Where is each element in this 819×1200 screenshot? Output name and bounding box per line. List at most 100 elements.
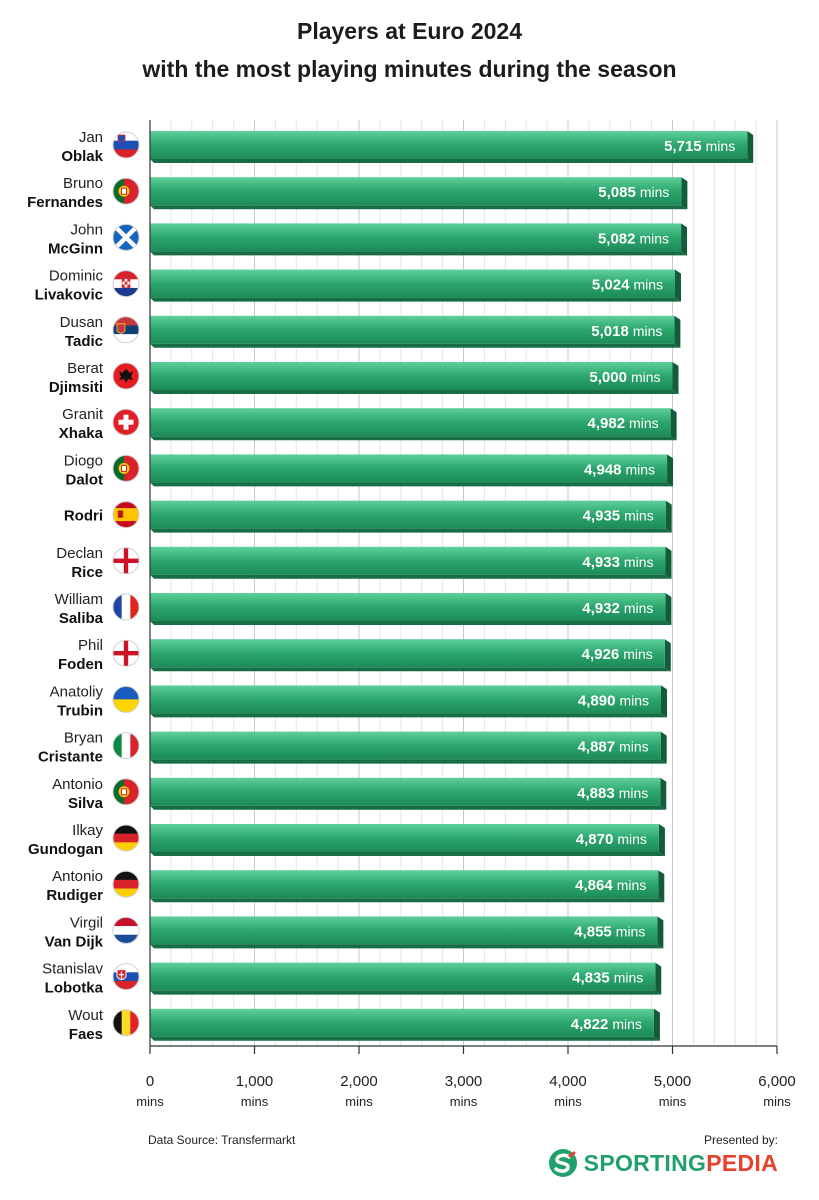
value-unit: mins xyxy=(614,970,644,986)
x-tick-label: 1,000 xyxy=(236,1073,274,1090)
value-number: 5,715 xyxy=(664,138,702,155)
flag-serbia-icon xyxy=(112,316,140,344)
flag-portugal-icon xyxy=(112,177,140,205)
bar-side-face xyxy=(665,500,672,533)
player-row-label: Diogo Dalot xyxy=(64,452,140,488)
bar-bottom-face xyxy=(150,482,674,487)
flag-switzerland-icon xyxy=(112,408,140,436)
bar-side-face xyxy=(658,870,665,903)
player-row-label: William Saliba xyxy=(55,591,140,627)
flag-netherlands-icon xyxy=(112,916,140,944)
bar-value-label: 4,887 mins xyxy=(578,739,649,756)
bar: 5,082 mins xyxy=(150,223,688,256)
bar-side-face xyxy=(747,131,754,163)
bar-front xyxy=(150,1008,654,1037)
player-last-name: Cristante xyxy=(38,749,103,766)
bar-side-face xyxy=(681,223,688,256)
value-number: 5,085 xyxy=(598,184,636,201)
player-first-name: Bruno xyxy=(63,175,103,192)
player-first-name: Diogo xyxy=(64,452,103,469)
player-first-name: John xyxy=(70,221,103,238)
player-first-name: Dusan xyxy=(60,314,103,331)
data-source: Data Source: Transfermarkt xyxy=(148,1133,296,1147)
value-number: 4,982 xyxy=(588,415,626,432)
bar-value-label: 4,933 mins xyxy=(582,554,653,571)
x-tick-unit: mins xyxy=(136,1094,164,1109)
value-unit: mins xyxy=(619,692,649,708)
bar: 4,982 mins xyxy=(150,408,677,441)
value-unit: mins xyxy=(624,554,654,570)
player-first-name: Bryan xyxy=(64,730,103,747)
player-row-label: Bryan Cristante xyxy=(38,730,140,766)
value-number: 4,822 xyxy=(571,1016,609,1033)
value-number: 4,935 xyxy=(583,508,621,525)
bar: 4,864 mins xyxy=(150,870,665,903)
chart-title-line-2: with the most playing minutes during the… xyxy=(142,56,677,82)
x-tick-label: 6,000 xyxy=(758,1073,796,1090)
flag-england-icon xyxy=(112,547,140,575)
player-row-label: Declan Rice xyxy=(56,545,140,581)
bar: 5,024 mins xyxy=(150,269,682,302)
bar-value-label: 4,835 mins xyxy=(572,970,643,987)
bar-bottom-face xyxy=(150,251,688,256)
bar-bottom-face xyxy=(150,1036,660,1041)
bar: 4,935 mins xyxy=(150,500,672,533)
bar: 5,018 mins xyxy=(150,315,681,348)
bar-side-face xyxy=(665,593,672,625)
bar-front xyxy=(150,315,675,344)
player-first-name: Virgil xyxy=(70,914,103,931)
player-first-name: Stanislav xyxy=(42,961,103,978)
bar-bottom-face xyxy=(150,436,677,441)
value-unit: mins xyxy=(633,323,663,339)
flag-england-icon xyxy=(112,639,140,667)
player-row-label: John McGinn xyxy=(48,221,140,257)
player-last-name: Rodri xyxy=(64,508,103,525)
value-unit: mins xyxy=(623,646,653,662)
x-tick-label: 3,000 xyxy=(445,1073,483,1090)
player-row-label: Phil Foden xyxy=(58,637,140,673)
player-row-label: Berat Djimsiti xyxy=(49,360,140,396)
value-unit: mins xyxy=(617,877,647,893)
bar-side-face xyxy=(672,362,679,394)
value-unit: mins xyxy=(616,923,646,939)
bar-bottom-face xyxy=(150,990,662,995)
player-labels: Jan Oblak Bruno Fernandes John McGinn Dominic L… xyxy=(27,129,140,1043)
bar-front xyxy=(150,269,676,298)
x-tick-unit: mins xyxy=(345,1094,373,1109)
x-tick-unit: mins xyxy=(241,1094,269,1109)
x-tick-unit: mins xyxy=(659,1094,687,1109)
player-row-label: Dusan Tadic xyxy=(60,314,140,350)
player-first-name: Dominic xyxy=(49,268,104,285)
brand-part-2: PEDIA xyxy=(706,1149,778,1176)
bar: 4,822 mins xyxy=(150,1008,660,1041)
player-row-label: Stanislav Lobotka xyxy=(42,961,140,997)
bar-bottom-face xyxy=(150,159,754,163)
bar-side-face xyxy=(653,1008,660,1041)
player-row-label: Jan Oblak xyxy=(61,129,140,165)
x-axis: 0 mins 1,000 mins 2,000 mins 3,000 mins 4,000 min… xyxy=(136,120,796,1109)
bar-front xyxy=(150,362,673,390)
bar-value-label: 4,870 mins xyxy=(576,831,647,848)
player-row-label: Wout Faes xyxy=(68,1007,140,1043)
player-last-name: Livakovic xyxy=(35,287,103,304)
value-unit: mins xyxy=(624,600,654,616)
flag-portugal-icon xyxy=(112,454,140,482)
bar-front xyxy=(150,223,682,252)
flag-germany-icon xyxy=(112,870,140,898)
value-unit: mins xyxy=(640,184,670,200)
bar: 4,926 mins xyxy=(150,639,671,672)
bar-side-face xyxy=(674,315,681,348)
player-first-name: Ilkay xyxy=(72,822,103,839)
bar-side-face xyxy=(655,962,662,995)
player-last-name: Oblak xyxy=(61,148,103,165)
value-number: 4,926 xyxy=(582,646,620,663)
player-row-label: Granit Xhaka xyxy=(59,406,140,442)
value-unit: mins xyxy=(624,508,654,524)
bar-value-label: 4,883 mins xyxy=(577,785,648,802)
player-row-label: Anatoliy Trubin xyxy=(50,683,140,719)
flag-slovenia-icon xyxy=(112,131,140,159)
player-row-label: Rodri xyxy=(64,501,140,529)
value-number: 4,948 xyxy=(584,461,622,478)
value-number: 4,870 xyxy=(576,831,614,848)
player-row-label: Bruno Fernandes xyxy=(27,175,140,211)
